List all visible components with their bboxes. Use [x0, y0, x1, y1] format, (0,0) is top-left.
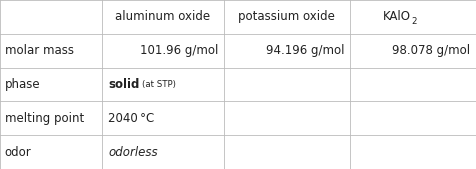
- Text: 2: 2: [411, 17, 416, 27]
- Text: molar mass: molar mass: [5, 44, 74, 57]
- Text: 101.96 g/mol: 101.96 g/mol: [139, 44, 218, 57]
- Text: odor: odor: [5, 146, 31, 159]
- Text: phase: phase: [5, 78, 40, 91]
- Text: KAlO: KAlO: [383, 10, 410, 23]
- Text: potassium oxide: potassium oxide: [238, 10, 335, 23]
- Text: 94.196 g/mol: 94.196 g/mol: [266, 44, 344, 57]
- Text: odorless: odorless: [108, 146, 158, 159]
- Text: (at STP): (at STP): [142, 80, 176, 89]
- Text: 2040 °C: 2040 °C: [108, 112, 154, 125]
- Text: melting point: melting point: [5, 112, 84, 125]
- Text: 98.078 g/mol: 98.078 g/mol: [392, 44, 470, 57]
- Text: solid: solid: [108, 78, 139, 91]
- Text: aluminum oxide: aluminum oxide: [116, 10, 210, 23]
